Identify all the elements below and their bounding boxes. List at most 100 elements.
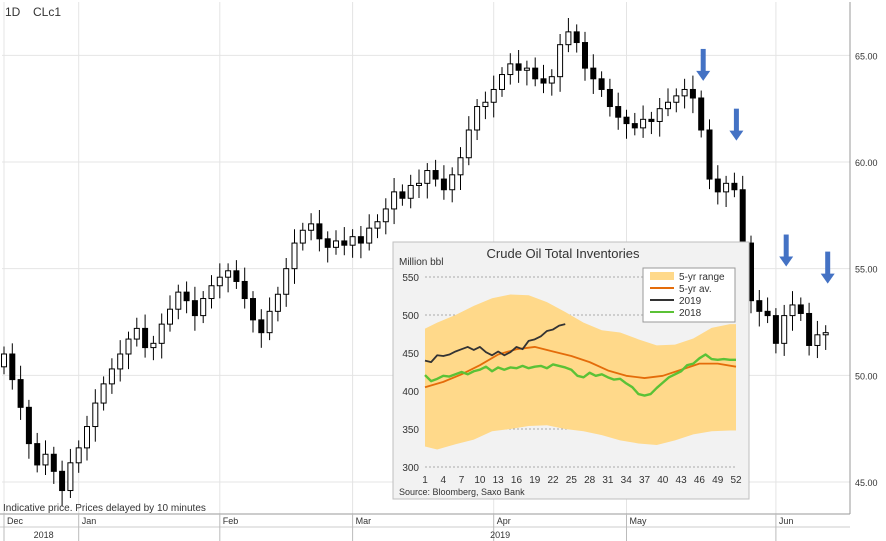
candle — [540, 64, 547, 94]
candle — [266, 297, 273, 341]
down-arrow — [820, 251, 835, 284]
candle-body — [341, 240, 348, 246]
candle-body — [366, 227, 373, 244]
inventory-series — [424, 323, 737, 397]
candle-body — [233, 270, 240, 282]
candle — [291, 229, 298, 284]
month-label: Jan — [82, 516, 97, 526]
inset-y-tick: 300 — [402, 463, 419, 474]
candle-body — [200, 298, 207, 317]
down-arrows — [696, 48, 835, 284]
candle — [216, 263, 223, 299]
inset-x-tick: 46 — [694, 475, 706, 486]
candle-body — [291, 242, 298, 270]
candle — [84, 415, 90, 461]
price-axis: 45.00 50.00 55.00 60.00 65.00 — [849, 2, 878, 514]
candle-body — [100, 383, 107, 404]
candle — [75, 440, 82, 473]
candle — [100, 376, 107, 411]
inset-x-tick: 40 — [657, 475, 669, 486]
candle — [25, 399, 32, 459]
month-label: Apr — [497, 516, 511, 526]
candle — [532, 57, 539, 87]
candle-body — [133, 327, 140, 340]
price-tick-label: 55.00 — [855, 265, 878, 275]
date-axis: Dec Jan Feb Mar Apr May Jun 2018 2019 — [0, 513, 850, 541]
inset-x-tick: 1 — [422, 475, 428, 486]
candle-body — [557, 44, 564, 78]
symbol-label[interactable]: CLc1 — [33, 5, 61, 19]
candle-body — [59, 470, 66, 492]
candle-body — [216, 276, 223, 287]
candle — [590, 54, 597, 94]
candle — [283, 258, 290, 307]
candle — [573, 24, 580, 53]
candle-body — [349, 236, 356, 246]
candle-body — [399, 191, 406, 199]
candle — [233, 260, 240, 289]
candle-body — [565, 31, 572, 46]
inset-x-tick: 31 — [602, 475, 614, 486]
candle-body — [474, 106, 481, 131]
candle-body — [623, 116, 630, 125]
candle-body — [108, 368, 115, 385]
candle — [598, 71, 605, 97]
price-tick-label: 50.00 — [855, 371, 878, 381]
candle — [366, 214, 373, 251]
candle-body — [582, 42, 588, 69]
inset-y-tick: 400 — [402, 387, 419, 398]
candle — [474, 99, 481, 141]
month-label: May — [630, 516, 648, 526]
candle — [59, 460, 66, 506]
interval-label[interactable]: 1D — [5, 5, 21, 19]
candle — [731, 172, 738, 198]
candle-body — [706, 129, 713, 180]
price-tick-label: 65.00 — [855, 51, 878, 61]
inventory-line — [424, 353, 736, 397]
inset-x-tick: 16 — [511, 475, 523, 486]
candle-body — [548, 76, 555, 84]
candle — [781, 304, 788, 356]
five-year-range-band — [425, 294, 736, 450]
candle — [374, 214, 381, 239]
month-label: Mar — [356, 516, 372, 526]
candle — [407, 174, 414, 209]
candle — [606, 78, 613, 117]
candle — [34, 432, 41, 473]
candle-body — [250, 298, 256, 321]
inset-y-axis: 300 350 400 450 500 550 — [402, 273, 419, 474]
inset-y-tick: 500 — [402, 311, 419, 322]
candlestick-series — [1, 18, 829, 506]
candle-body — [764, 310, 771, 317]
inset-y-tick: 550 — [402, 273, 419, 284]
candle — [125, 331, 132, 370]
candle — [258, 309, 265, 348]
candle — [316, 210, 323, 252]
candle — [183, 281, 190, 314]
candle-body — [573, 31, 580, 44]
month-label: Feb — [223, 516, 239, 526]
down-arrow — [729, 108, 744, 141]
candle — [789, 291, 796, 331]
candle-body — [822, 332, 829, 336]
price-tick-label: 45.00 — [855, 478, 878, 488]
candle-body — [274, 293, 281, 312]
candle-body — [606, 88, 613, 108]
candle — [208, 275, 215, 309]
candle — [449, 167, 456, 203]
candle-body — [183, 291, 190, 302]
legend-swatch — [650, 272, 674, 280]
candle-body — [266, 310, 273, 334]
candle-body — [515, 63, 522, 71]
candle-body — [42, 453, 49, 466]
candle — [274, 286, 281, 322]
candle-body — [1, 353, 7, 368]
candle-body — [142, 327, 149, 349]
candle-body — [507, 63, 514, 76]
candle — [515, 50, 522, 83]
candle-body — [482, 101, 489, 108]
candle-body — [772, 315, 779, 344]
inset-y-tick: 450 — [402, 349, 419, 360]
arrow-head — [729, 130, 744, 141]
candle — [382, 198, 389, 235]
